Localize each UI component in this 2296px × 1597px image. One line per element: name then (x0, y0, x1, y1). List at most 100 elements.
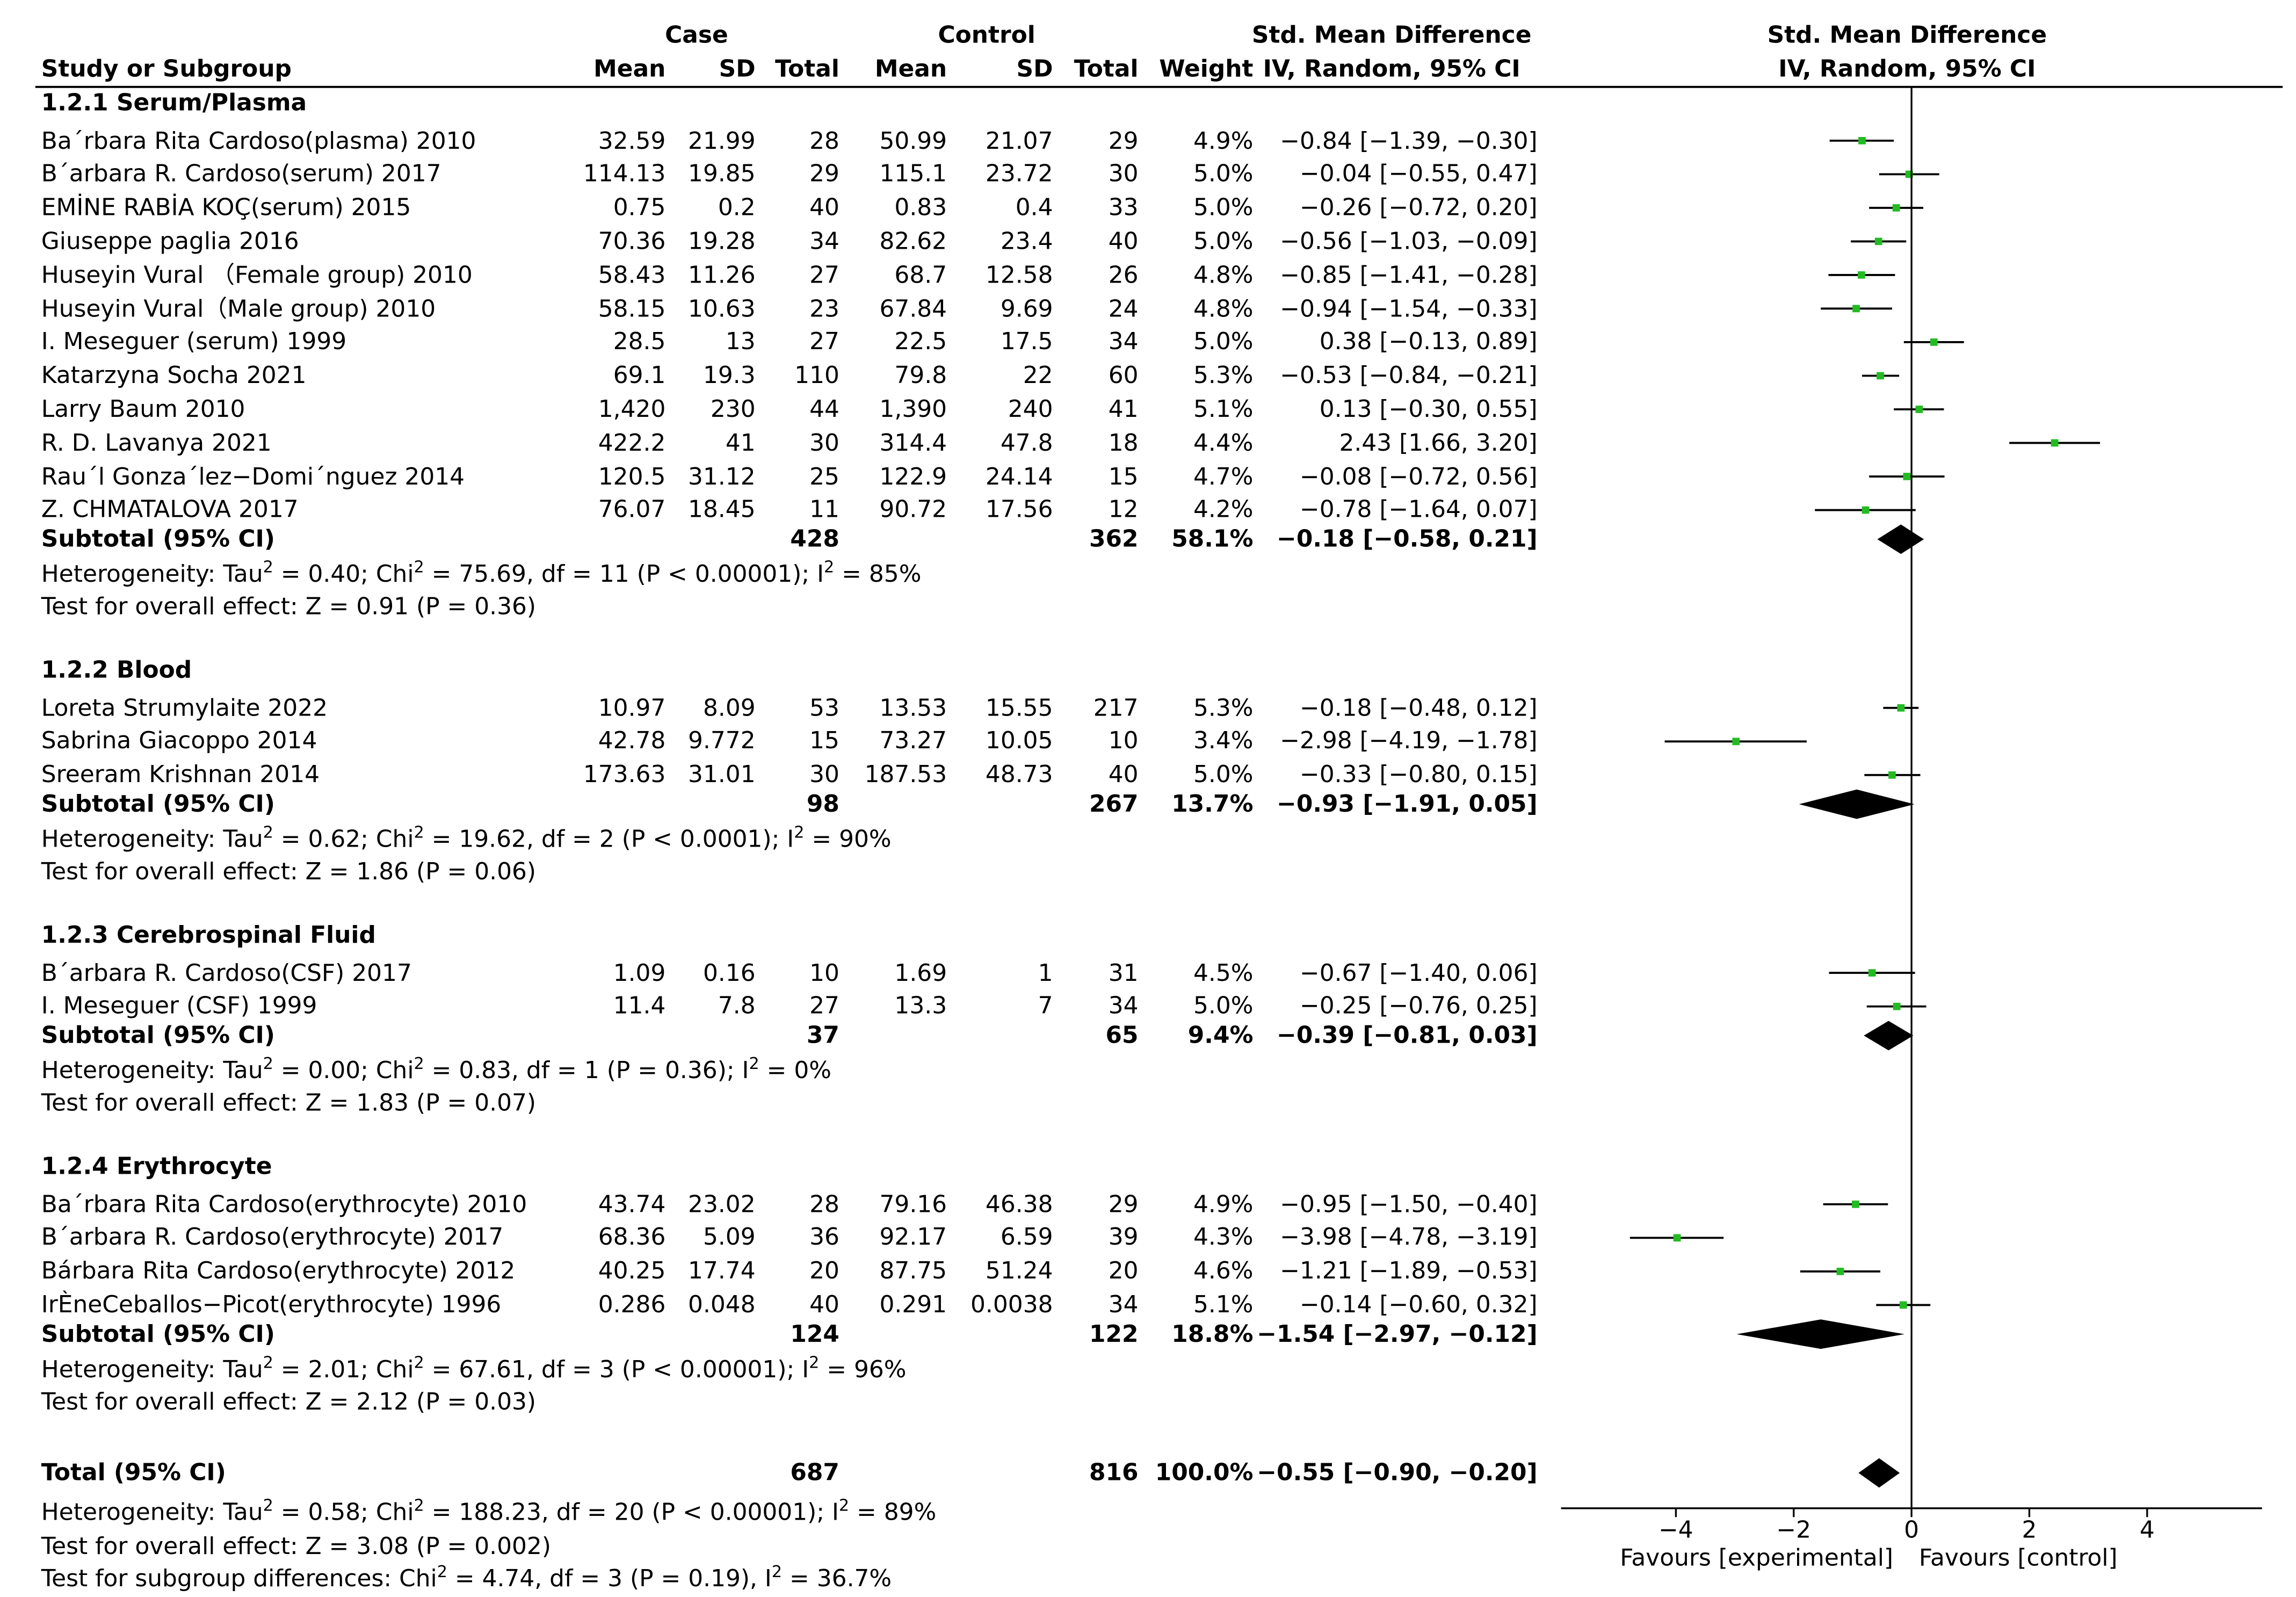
heterogeneity-symbol: ( (644, 1498, 661, 1526)
heterogeneity-symbol: = (759, 1056, 794, 1085)
control-total: 31 (1108, 958, 1139, 986)
heterogeneity-symbol: 2 (414, 1495, 424, 1515)
point-estimate (1877, 372, 1884, 380)
control-total: 40 (1108, 760, 1139, 789)
weight-header: Weight (1159, 54, 1254, 83)
ci-text: −0.08 [−0.72, 0.56] (1299, 461, 1538, 490)
overall-effect-text: Test for overall effect: Z = 0.91 (P = 0… (41, 592, 537, 620)
study-name: Ba´rbara Rita Cardoso(plasma) 2010 (41, 126, 476, 154)
subtotal-weight: 18.8% (1171, 1319, 1254, 1348)
control-total: 217 (1093, 693, 1139, 721)
subgroup-title: 1.2.4 Erythrocyte (41, 1152, 272, 1180)
control-sd: 48.73 (985, 760, 1053, 789)
subgroup-differences-text: Test for subgroup differences: Chi2 = 4.… (41, 1564, 892, 1594)
heterogeneity-symbol: ( (614, 825, 631, 853)
control-sd: 6.59 (1000, 1223, 1053, 1252)
control-mean: 122.9 (879, 461, 947, 490)
ci-text: −0.84 [−1.39, −0.30] (1280, 126, 1538, 154)
control-mean: 50.99 (879, 126, 947, 154)
case-mean: 1,420 (598, 394, 666, 423)
control-mean: 73.27 (879, 726, 947, 755)
case-total: 10 (809, 958, 839, 986)
case-mean: 0.75 (613, 193, 666, 221)
heterogeneity-symbol: = (424, 1056, 459, 1085)
subtotal-ci: −0.39 [−0.81, 0.03] (1277, 1021, 1538, 1049)
control-total: 20 (1108, 1256, 1139, 1285)
heterogeneity-text: Heterogeneity: Tau2 = 0.62; Chi2 = 19.62… (41, 825, 892, 855)
control-sd: 23.4 (1000, 226, 1053, 255)
ci-text: −0.25 [−0.76, 0.25] (1299, 992, 1538, 1020)
case-mean-header: Mean (593, 54, 666, 83)
case-sd: 41 (725, 428, 756, 457)
subtotal-label: Subtotal (95% CI) (41, 789, 275, 818)
study-name: Z. CHMATALOVA 2017 (41, 495, 299, 524)
subgroup-diff-part: 36.7% (816, 1564, 892, 1593)
heterogeneity-symbol: 2 (809, 1353, 820, 1372)
subgroup-diff-part: ), I (740, 1564, 772, 1593)
control-sd: 24.14 (985, 461, 1053, 490)
study-name: Loreta Strumylaite 2022 (41, 693, 328, 721)
case-mean: 173.63 (583, 760, 666, 789)
subgroup-diff-part: , df = (534, 1564, 608, 1593)
case-mean: 0.286 (598, 1290, 666, 1319)
subgroup-diff-part: 4.74 (482, 1564, 535, 1593)
case-sd: 31.01 (688, 760, 756, 789)
point-estimate (1673, 1234, 1681, 1242)
control-total-header: Total (1074, 54, 1139, 83)
subtotal-case-total: 98 (806, 789, 839, 818)
subtotal-diamond (1864, 1021, 1914, 1051)
subtotal-control-total: 267 (1089, 789, 1139, 818)
control-sd: 46.38 (985, 1189, 1053, 1218)
weight: 5.1% (1193, 394, 1254, 423)
ci-text: −1.21 [−1.89, −0.53] (1280, 1256, 1538, 1285)
case-sd: 230 (710, 394, 756, 423)
ci-text: 0.38 [−0.13, 0.89] (1319, 327, 1538, 356)
study-name: I. Meseguer (serum) 1999 (41, 327, 347, 356)
case-sd: 23.02 (688, 1189, 756, 1218)
heterogeneity-value: 75.69 (459, 560, 526, 588)
case-sd: 0.048 (688, 1290, 756, 1319)
point-estimate (1897, 704, 1905, 712)
control-sd: 47.8 (1000, 428, 1053, 457)
ci-text: −0.26 [−0.72, 0.20] (1299, 193, 1538, 221)
point-estimate (1732, 738, 1740, 746)
heterogeneity-value: P < 0.0001 (631, 825, 763, 853)
control-mean: 0.291 (879, 1290, 947, 1319)
case-mean: 58.43 (598, 260, 666, 288)
point-estimate (1899, 1301, 1907, 1309)
heterogeneity-value: 0.40 (308, 560, 361, 588)
ci-text: 2.43 [1.66, 3.20] (1339, 428, 1538, 457)
weight: 5.0% (1193, 992, 1254, 1020)
total-diamond (1858, 1458, 1900, 1488)
heterogeneity-value: 11 (599, 560, 629, 588)
study-name: B´arbara R. Cardoso(serum) 2017 (41, 159, 441, 188)
heterogeneity-symbol: 2 (263, 822, 273, 842)
total-control-total: 816 (1089, 1458, 1139, 1486)
heterogeneity-value: P < 0.00001 (631, 1355, 778, 1383)
case-mean: 68.36 (598, 1223, 666, 1252)
control-mean: 187.53 (864, 760, 947, 789)
control-total: 34 (1108, 992, 1139, 1020)
heterogeneity-value: 0.58 (308, 1498, 361, 1526)
point-estimate (1893, 1002, 1901, 1010)
case-mean: 422.2 (598, 428, 666, 457)
case-total: 25 (809, 461, 839, 490)
control-mean: 1.69 (894, 958, 947, 986)
control-sd: 9.69 (1000, 294, 1053, 322)
case-mean: 43.74 (598, 1189, 666, 1218)
weight: 3.4% (1193, 726, 1254, 755)
study-name: B´arbara R. Cardoso(erythrocyte) 2017 (41, 1223, 504, 1252)
weight: 4.5% (1193, 958, 1254, 986)
heterogeneity-symbol: = (424, 825, 459, 853)
study-name: Sabrina Giacoppo 2014 (41, 726, 317, 755)
point-estimate (2051, 439, 2059, 447)
subgroup-diff-part: P = 0.19 (639, 1564, 741, 1593)
heterogeneity-value: Heterogeneity: Tau (41, 1056, 263, 1085)
ci-text: −2.98 [−4.19, −1.78] (1280, 726, 1538, 755)
control-total: 33 (1108, 193, 1139, 221)
control-mean: 68.7 (894, 260, 947, 288)
subgroup-diff-part: = (782, 1564, 817, 1593)
study-name: Rau´l Gonza´lez−Domi´nguez 2014 (41, 461, 465, 490)
case-mean: 69.1 (613, 361, 666, 389)
control-sd: 7 (1038, 992, 1053, 1020)
